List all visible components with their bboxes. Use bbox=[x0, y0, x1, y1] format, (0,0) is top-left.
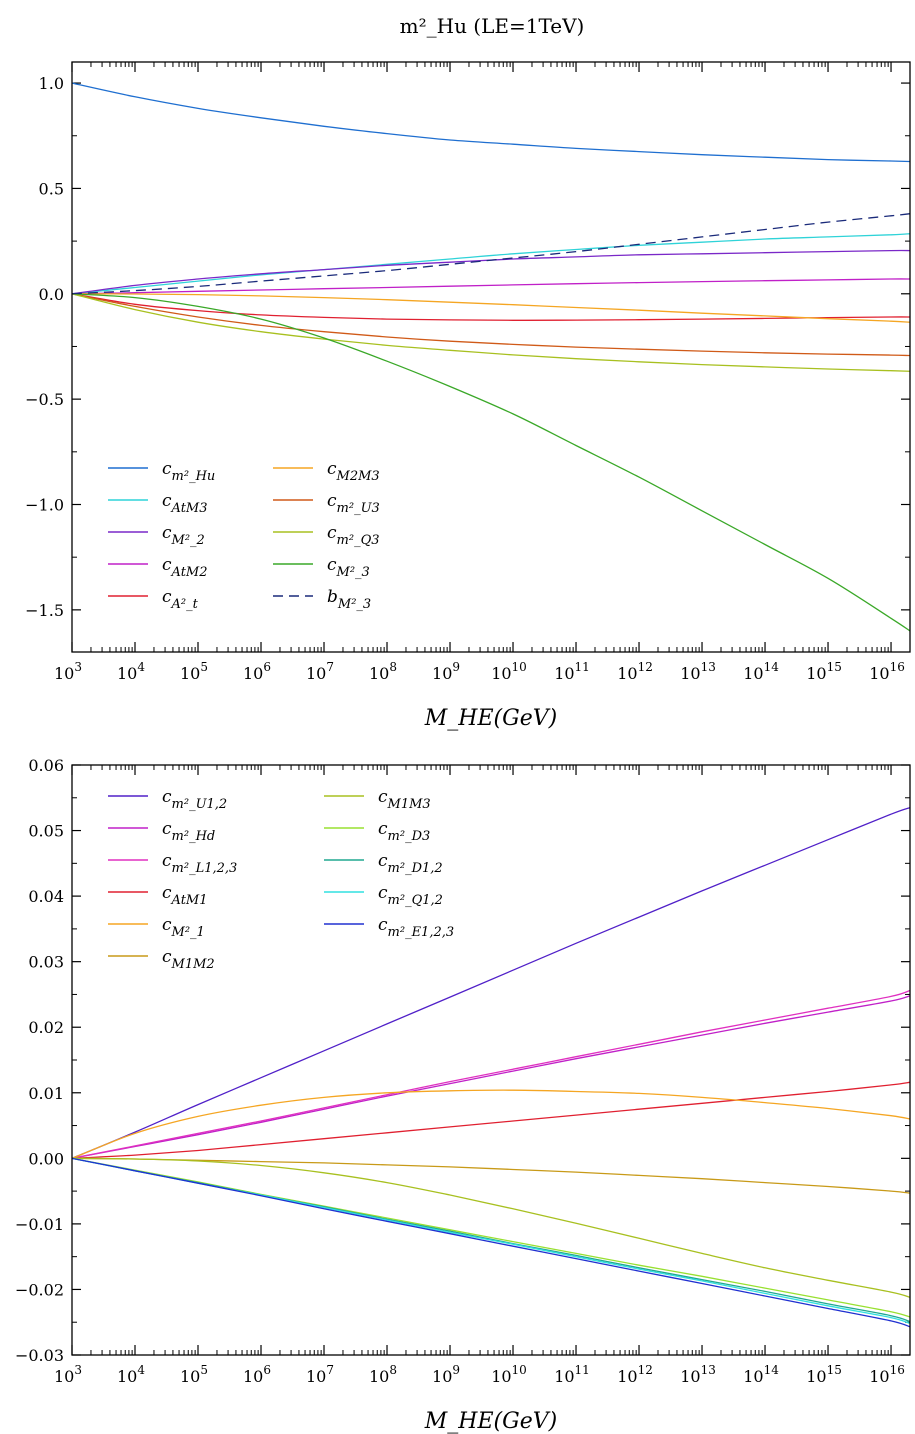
series-line-4 bbox=[72, 1089, 910, 1159]
series-line-8 bbox=[72, 293, 910, 632]
x-tick-label: 105 bbox=[180, 660, 208, 683]
legend-label: cA²_t bbox=[162, 587, 199, 612]
legend-label: cAtM3 bbox=[162, 491, 208, 516]
x-tick-label: 1016 bbox=[869, 660, 905, 683]
y-tick-label: −1.0 bbox=[25, 496, 64, 515]
legend-label: cAtM1 bbox=[162, 883, 208, 908]
legend-label: cm²_Q1,2 bbox=[378, 883, 443, 908]
x-tick-label: 1012 bbox=[617, 660, 653, 683]
y-tick-label: −0.01 bbox=[15, 1215, 64, 1234]
x-tick-label: 106 bbox=[243, 660, 271, 683]
x-tick-label: 104 bbox=[117, 660, 145, 683]
series-line-1 bbox=[72, 995, 910, 1159]
x-tick-label: 109 bbox=[432, 1363, 460, 1386]
y-tick-label: −1.5 bbox=[25, 601, 64, 620]
legend-label: bM²_3 bbox=[327, 587, 371, 612]
y-tick-label: 0.02 bbox=[28, 1018, 64, 1037]
plot-frame bbox=[71, 61, 911, 653]
x-tick-label: 103 bbox=[54, 1363, 82, 1386]
legend-label: cM²_3 bbox=[327, 555, 370, 580]
x-tick-label: 1014 bbox=[743, 1363, 779, 1386]
legend-label: cm²_Hu bbox=[162, 459, 215, 484]
legend-label: cm²_L1,2,3 bbox=[162, 851, 237, 876]
x-tick-label: 108 bbox=[369, 1363, 397, 1386]
legend-label: cm²_Q3 bbox=[327, 523, 380, 548]
plot-frame bbox=[71, 764, 911, 1356]
legend-label: cm²_U3 bbox=[327, 491, 380, 516]
series-line-9 bbox=[72, 213, 910, 295]
x-tick-label: 103 bbox=[54, 660, 82, 683]
y-tick-label: 0.06 bbox=[28, 756, 64, 775]
legend-label: cm²_U1,2 bbox=[162, 787, 227, 812]
x-tick-label: 107 bbox=[306, 1363, 334, 1386]
series-line-6 bbox=[72, 1157, 910, 1298]
chart-top: 1.0 0.5 0.0 −0.5 −1.0 −1.5 103 104 105 106 107 108 1… bbox=[25, 61, 911, 731]
series-line-10 bbox=[72, 1157, 910, 1328]
y-tick-label: 0.01 bbox=[28, 1084, 64, 1103]
y-tick-label: 0.00 bbox=[28, 1149, 64, 1168]
series-line-6 bbox=[72, 293, 910, 357]
x-tick-label: 1012 bbox=[617, 1363, 653, 1386]
chart-bottom: 0.06 0.05 0.04 0.03 0.02 0.01 0.00 −0.01 −0.02 −0… bbox=[15, 756, 911, 1434]
legend-label: cm²_Hd bbox=[162, 819, 215, 844]
x-tick-label: 1016 bbox=[869, 1363, 905, 1386]
x-tick-label: 108 bbox=[369, 660, 397, 683]
legend-label: cm²_E1,2,3 bbox=[378, 915, 454, 940]
series-line-3 bbox=[72, 1081, 910, 1159]
series-line-2 bbox=[72, 989, 910, 1159]
x-tick-label: 1011 bbox=[554, 660, 590, 683]
x-tick-label: 106 bbox=[243, 1363, 271, 1386]
series-line-7 bbox=[72, 293, 910, 372]
x-tick-label: 107 bbox=[306, 660, 334, 683]
x-tick-label: 1010 bbox=[491, 1363, 527, 1386]
series-line-1 bbox=[72, 233, 910, 295]
x-axis-label: M_HE(GeV) bbox=[424, 1409, 557, 1434]
series-line-2 bbox=[72, 249, 910, 295]
series-line-5 bbox=[72, 293, 910, 323]
x-axis-label: M_HE(GeV) bbox=[424, 706, 557, 731]
x-tick-label: 104 bbox=[117, 1363, 145, 1386]
y-tick-label: 0.0 bbox=[39, 285, 64, 304]
y-tick-label: −0.03 bbox=[15, 1346, 64, 1365]
x-tick-label: 1011 bbox=[554, 1363, 590, 1386]
y-tick-label: 1.0 bbox=[39, 74, 64, 93]
y-tick-label: 0.05 bbox=[28, 822, 64, 841]
legend-label: cM²_2 bbox=[162, 523, 205, 548]
y-tick-label: −0.5 bbox=[25, 390, 64, 409]
series-line-0 bbox=[72, 806, 910, 1159]
series-line-7 bbox=[72, 1157, 910, 1318]
legend-label: cM1M3 bbox=[378, 787, 431, 812]
series-line-5 bbox=[72, 1157, 910, 1194]
legend-label: cM²_1 bbox=[162, 915, 205, 940]
series-line-0 bbox=[72, 82, 910, 163]
x-tick-label: 1014 bbox=[743, 660, 779, 683]
legend-label: cM1M2 bbox=[162, 947, 215, 972]
y-tick-label: 0.04 bbox=[28, 887, 64, 906]
x-tick-label: 1015 bbox=[806, 1363, 842, 1386]
chart-title: m²_Hu (LE=1TeV) bbox=[400, 14, 585, 38]
y-tick-label: 0.5 bbox=[39, 179, 64, 198]
y-tick-label: −0.02 bbox=[15, 1280, 64, 1299]
series-line-3 bbox=[72, 278, 910, 295]
y-tick-label: 0.03 bbox=[28, 953, 64, 972]
legend-label: cM2M3 bbox=[327, 459, 380, 484]
legend-label: cAtM2 bbox=[162, 555, 208, 580]
legend-label: cm²_D3 bbox=[378, 819, 430, 844]
x-tick-label: 1013 bbox=[680, 660, 716, 683]
legend-label: cm²_D1,2 bbox=[378, 851, 443, 876]
x-tick-label: 1013 bbox=[680, 1363, 716, 1386]
x-tick-label: 1015 bbox=[806, 660, 842, 683]
x-tick-label: 109 bbox=[432, 660, 460, 683]
x-tick-label: 105 bbox=[180, 1363, 208, 1386]
x-tick-label: 1010 bbox=[491, 660, 527, 683]
